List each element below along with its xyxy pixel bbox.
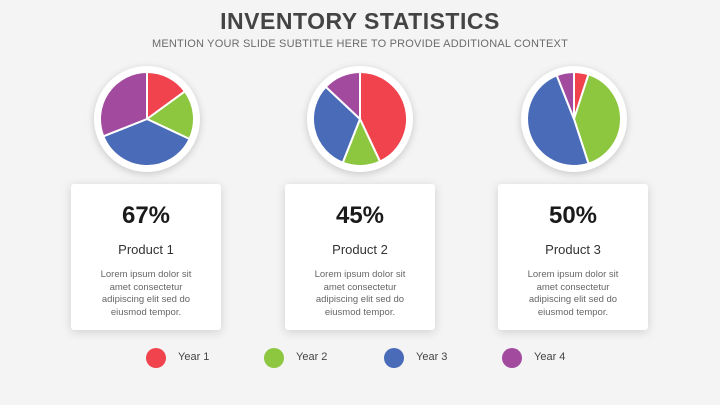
pie-svg-1 [99, 71, 195, 167]
card-percent: 45% [335, 202, 385, 229]
card-description: Lorem ipsum dolor sit amet consectetur a… [527, 269, 619, 318]
pie-slice-year-3 [312, 85, 361, 164]
card-percent: 50% [548, 202, 598, 229]
pie-slice-year-2 [573, 73, 622, 165]
slide-subtitle: MENTION YOUR SLIDE SUBTITLE HERE TO PROV… [151, 38, 568, 50]
legend-swatch-year-4 [502, 348, 522, 368]
pie-chart-product-3 [521, 66, 627, 172]
pie-slice-year-3 [102, 118, 191, 167]
card-product-name: Product 2 [332, 242, 388, 257]
card-description: Lorem ipsum dolor sit amet consectetur a… [100, 269, 192, 318]
product-card-3: 50% Product 3 Lorem ipsum dolor sit amet… [498, 184, 648, 330]
legend-label: Year 4 [534, 351, 566, 363]
card-percent: 67% [121, 202, 171, 229]
pie-chart-product-2 [307, 66, 413, 172]
legend-swatch-year-1 [146, 348, 166, 368]
chart-legend: Year 1 Year 2 Year 3 Year 4 [0, 346, 720, 370]
pie-slice-year-3 [526, 74, 590, 167]
card-description: Lorem ipsum dolor sit amet consectetur a… [314, 269, 406, 318]
legend-label: Year 1 [178, 351, 210, 363]
product-card-1: 67% Product 1 Lorem ipsum dolor sit amet… [71, 184, 221, 330]
pie-chart-product-1 [94, 66, 200, 172]
pie-svg-3 [526, 71, 622, 167]
pie-slice-year-4 [324, 71, 361, 120]
legend-swatch-year-2 [264, 348, 284, 368]
card-product-name: Product 1 [118, 242, 174, 257]
pie-svg-2 [312, 71, 408, 167]
legend-swatch-year-3 [384, 348, 404, 368]
pie-slice-year-4 [555, 71, 575, 120]
slide-title: INVENTORY STATISTICS [220, 8, 500, 34]
legend-label: Year 2 [296, 351, 328, 363]
pie-slice-year-4 [99, 71, 148, 138]
product-card-2: 45% Product 2 Lorem ipsum dolor sit amet… [285, 184, 435, 330]
pie-slice-year-1 [359, 71, 408, 163]
card-product-name: Product 3 [545, 242, 601, 257]
legend-label: Year 3 [416, 351, 448, 363]
